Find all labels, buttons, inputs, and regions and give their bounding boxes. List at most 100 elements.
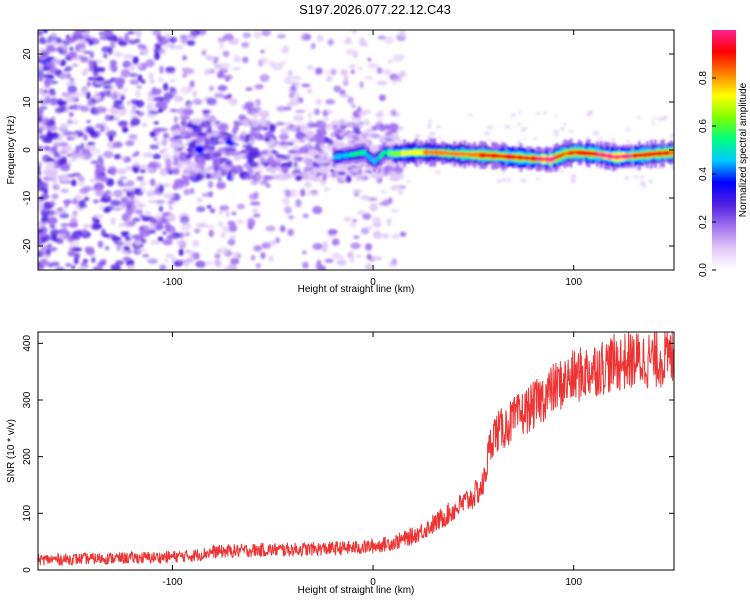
noise-speckle — [259, 180, 269, 186]
noise-speckle — [553, 129, 559, 135]
ridge-segment — [657, 150, 661, 157]
noise-speckle — [568, 130, 575, 133]
ridge-segment — [419, 150, 422, 155]
noise-speckle — [95, 106, 106, 113]
noise-speckle — [315, 98, 323, 105]
noise-speckle — [183, 188, 191, 196]
noise-speckle — [388, 177, 396, 181]
ridge-segment — [395, 151, 398, 157]
noise-speckle — [307, 122, 316, 129]
noise-speckle — [325, 123, 332, 131]
noise-speckle — [306, 64, 314, 71]
noise-speckle — [313, 133, 324, 139]
noise-speckle — [259, 74, 270, 82]
noise-speckle — [48, 65, 58, 74]
noise-speckle — [322, 117, 330, 122]
ridge-segment — [334, 154, 338, 160]
noise-speckle — [207, 55, 213, 60]
noise-speckle — [391, 136, 400, 140]
noise-speckle — [75, 145, 81, 152]
noise-speckle — [38, 123, 42, 129]
noise-speckle — [207, 180, 214, 189]
noise-speckle — [38, 87, 45, 96]
noise-speckle — [209, 85, 215, 92]
ridge-segment — [497, 154, 501, 159]
ridge-segment — [601, 152, 605, 158]
noise-speckle — [279, 225, 286, 233]
noise-speckle — [145, 59, 155, 68]
noise-speckle — [651, 117, 659, 120]
noise-speckle — [88, 64, 93, 72]
noise-speckle — [139, 168, 146, 174]
noise-speckle — [83, 133, 88, 141]
noise-speckle — [520, 178, 527, 183]
noise-speckle — [333, 85, 342, 93]
noise-speckle — [319, 165, 325, 171]
noise-speckle — [66, 72, 71, 80]
noise-speckle — [61, 156, 67, 165]
noise-speckle — [46, 47, 57, 53]
noise-speckle — [378, 110, 383, 114]
ridge-segment — [423, 150, 426, 155]
noise-speckle — [164, 258, 169, 263]
noise-speckle — [359, 81, 364, 89]
noise-speckle — [386, 136, 392, 139]
ridge-segment — [589, 151, 593, 156]
ridge-segment — [505, 154, 509, 159]
noise-speckle — [135, 190, 144, 196]
noise-speckle — [191, 125, 203, 134]
noise-speckle — [168, 205, 173, 210]
ridge-segment — [455, 151, 459, 157]
ridge-segment — [471, 152, 475, 157]
y-tick-label: -20 — [22, 238, 33, 253]
noise-speckle — [92, 199, 100, 204]
noise-speckle — [70, 134, 76, 140]
noise-speckle — [89, 178, 97, 183]
ridge-segment — [437, 150, 441, 155]
ridge-segment — [551, 156, 555, 162]
y-tick-label: 0 — [22, 567, 33, 573]
noise-speckle — [42, 181, 49, 189]
noise-speckle — [316, 120, 323, 124]
noise-speckle — [240, 130, 247, 136]
noise-speckle — [120, 69, 131, 77]
noise-speckle — [67, 235, 74, 243]
noise-speckle — [93, 182, 105, 191]
noise-speckle — [182, 55, 188, 61]
noise-speckle — [391, 258, 398, 265]
noise-speckle — [128, 39, 138, 45]
noise-speckle — [243, 102, 250, 111]
ridge-segment — [591, 151, 595, 156]
noise-speckle — [234, 154, 240, 162]
noise-speckle — [250, 180, 259, 185]
ridge-segment — [359, 151, 362, 156]
noise-speckle — [57, 100, 68, 106]
ridge-segment — [409, 151, 412, 155]
noise-speckle — [177, 143, 187, 148]
noise-speckle — [118, 120, 128, 125]
noise-speckle — [40, 260, 50, 267]
ridge-segment — [347, 153, 350, 157]
ridge-segment — [383, 150, 386, 155]
ridge-segment — [571, 151, 575, 155]
noise-speckle — [559, 126, 565, 131]
noise-speckle — [220, 232, 226, 238]
noise-speckle — [294, 109, 306, 114]
noise-speckle — [38, 130, 43, 135]
ridge-segment — [557, 154, 561, 159]
noise-speckle — [363, 118, 370, 125]
ridge-segment — [461, 151, 465, 157]
noise-speckle — [245, 87, 253, 91]
noise-speckle — [179, 232, 184, 239]
noise-speckle — [232, 252, 241, 258]
noise-speckle — [120, 196, 129, 204]
noise-speckle — [96, 262, 106, 267]
x-tick-label: 100 — [565, 577, 582, 588]
noise-speckle — [340, 69, 348, 76]
noise-speckle — [274, 174, 283, 179]
noise-speckle — [436, 125, 441, 129]
noise-speckle — [281, 47, 289, 54]
noise-speckle — [164, 165, 173, 172]
noise-speckle — [273, 150, 279, 157]
noise-speckle — [209, 115, 217, 123]
